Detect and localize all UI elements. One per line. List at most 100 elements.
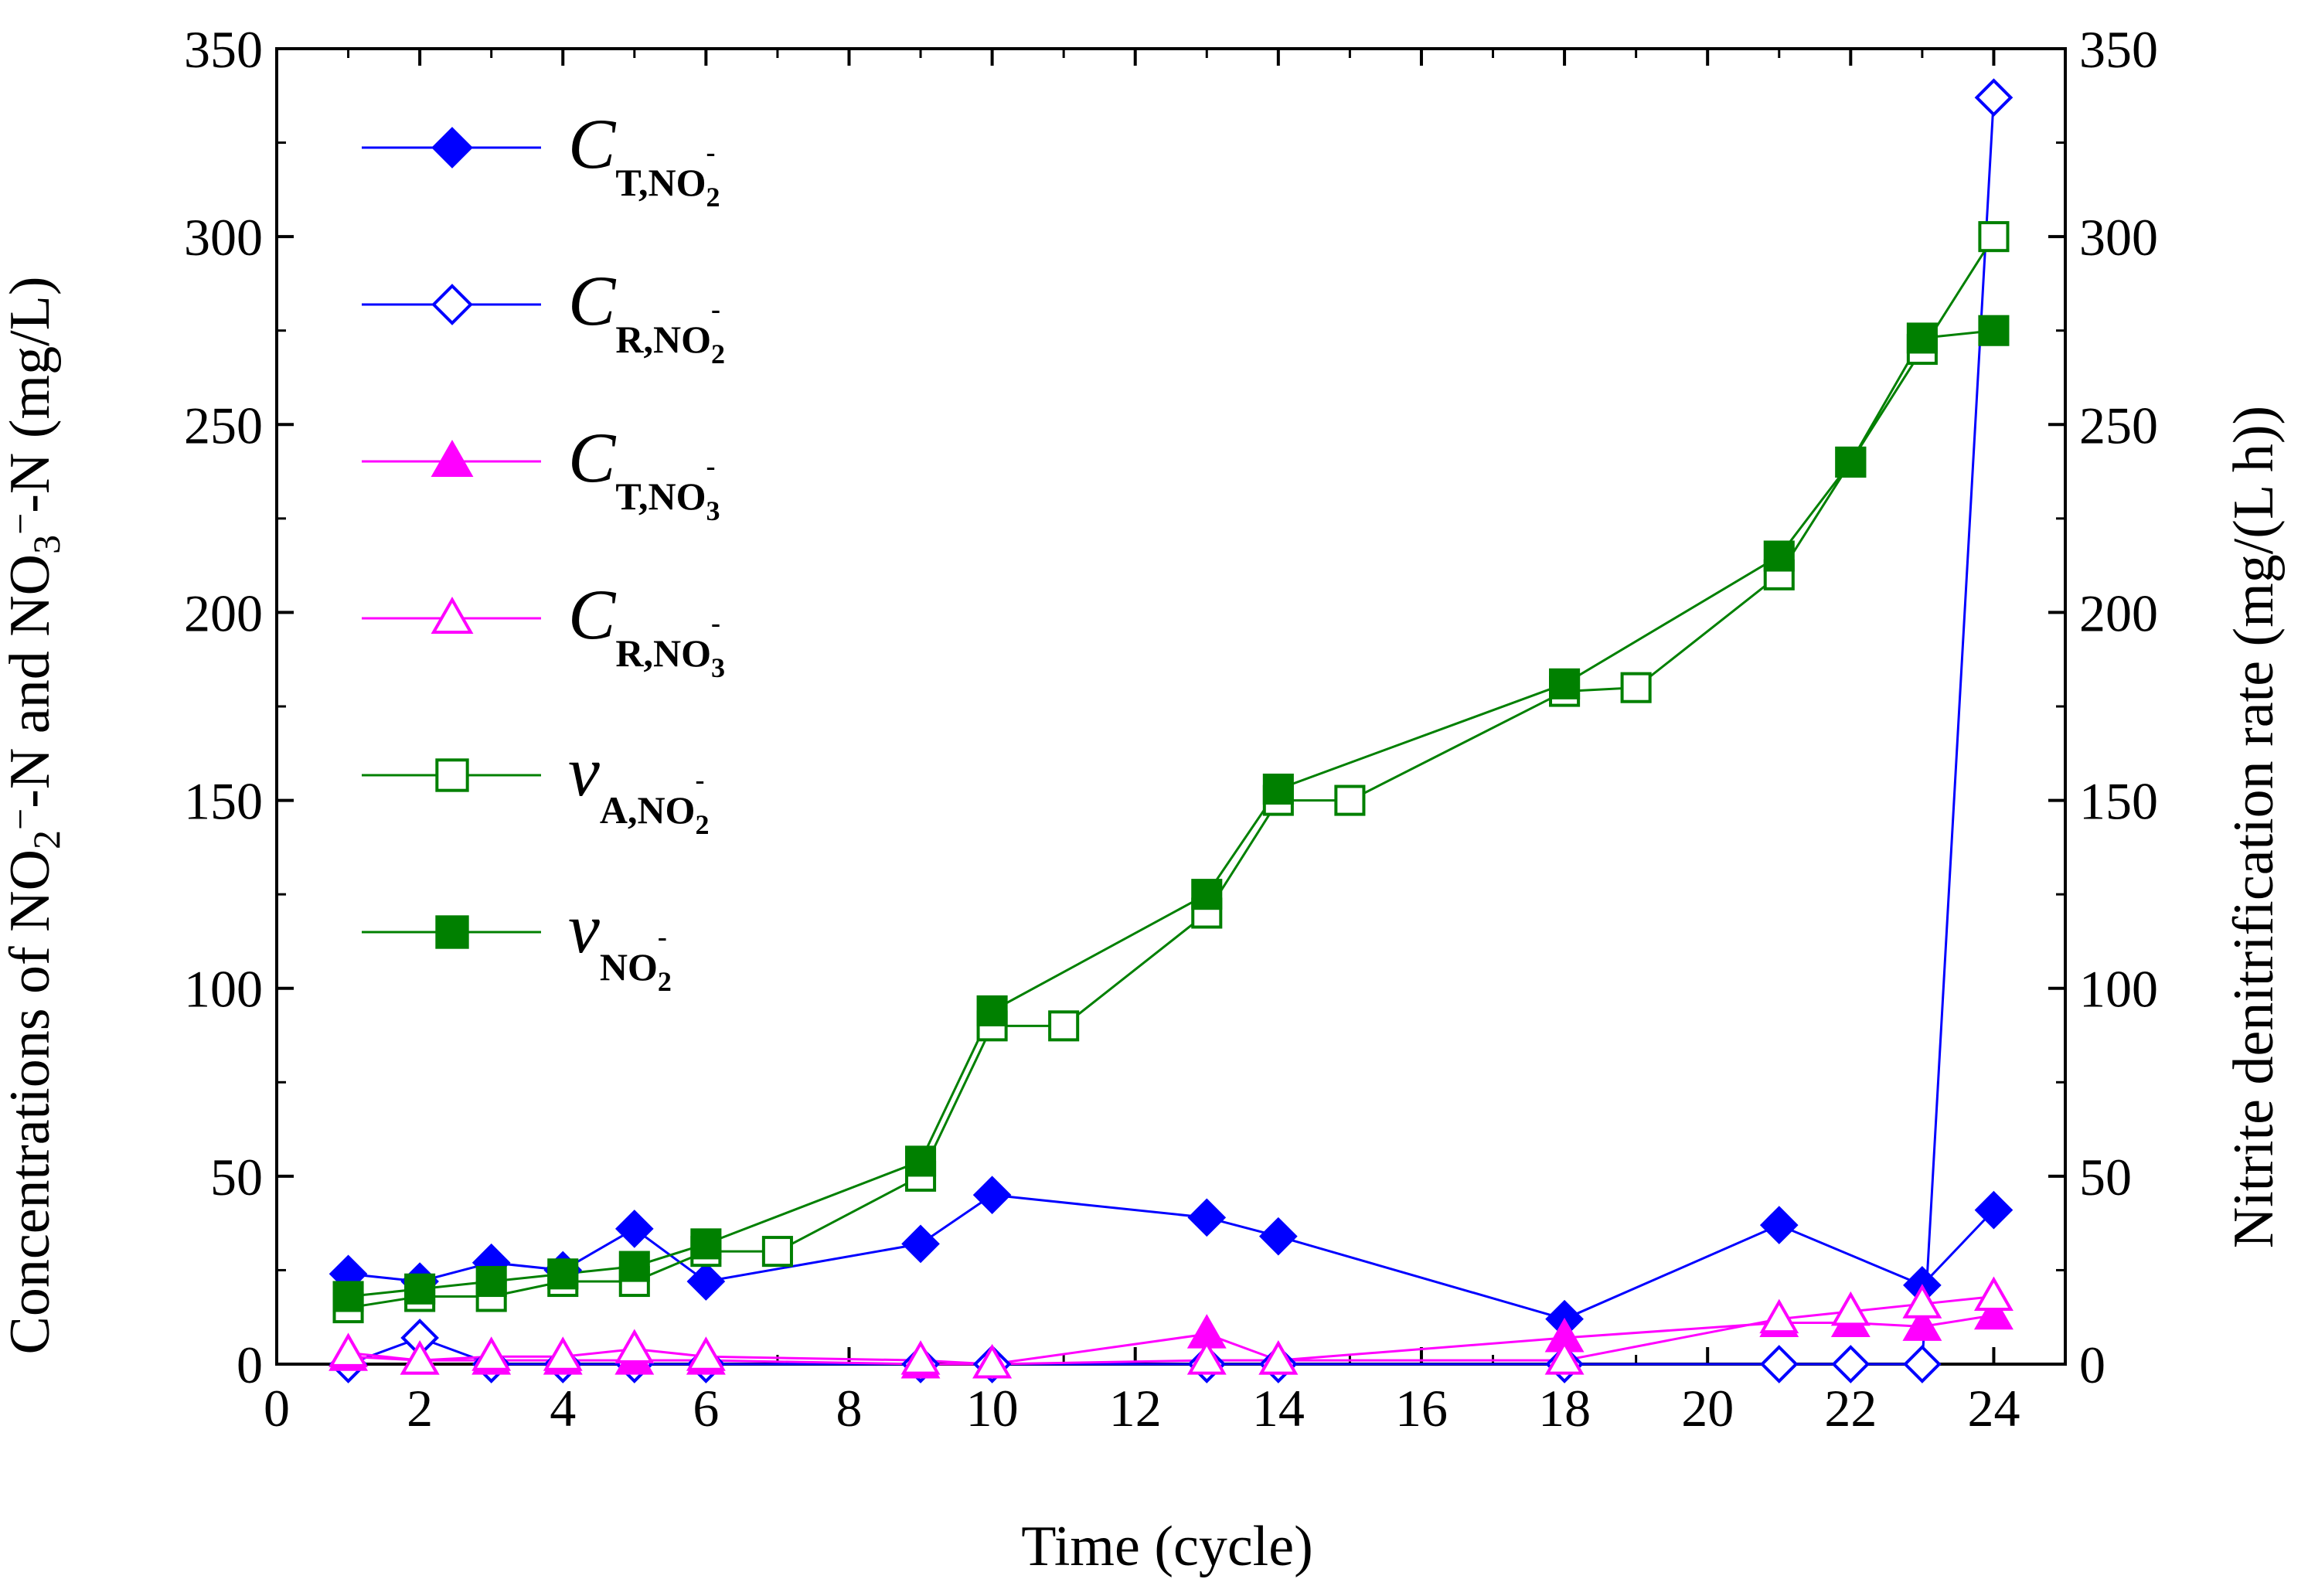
legend-marker	[435, 915, 469, 949]
point-v_NO2	[1835, 446, 1867, 478]
x-tick-label: 18	[1538, 1379, 1591, 1438]
y-right-tick-label: 150	[2079, 772, 2158, 831]
legend: CT,NO2- CR,NO2- CT,NO3- CR,NO3- vA,NO2- vNO2-	[362, 104, 725, 997]
point-CR_NO3	[1544, 1340, 1585, 1375]
point-CR_NO3	[1902, 1284, 1942, 1319]
x-tick-label: 16	[1395, 1379, 1448, 1438]
y-left-tick-label: 100	[184, 960, 263, 1019]
point-CT_NO2	[972, 1176, 1012, 1214]
point-CR_NO3	[1759, 1298, 1799, 1334]
y-left-tick-label: 150	[184, 772, 263, 831]
point-CR_NO2	[1974, 78, 2014, 117]
point-CR_NO3	[1186, 1340, 1227, 1375]
point-CR_NO3	[1258, 1340, 1299, 1375]
y-right-tick-label: 0	[2079, 1336, 2105, 1394]
point-v_NO2	[618, 1251, 650, 1282]
point-vA_NO2	[1048, 1010, 1080, 1042]
point-CR_NO3	[471, 1336, 512, 1371]
point-CT_NO2	[1187, 1198, 1227, 1237]
point-CT_NO2	[1974, 1190, 2014, 1230]
point-v_NO2	[1763, 540, 1795, 572]
x-axis-title: Time (cycle)	[1021, 1515, 1312, 1578]
legend-item-vA_NO2: vA,NO2-	[362, 732, 709, 840]
point-CR_NO2	[1903, 1345, 1942, 1383]
point-CR_NO3	[972, 1343, 1013, 1379]
point-CT_NO3	[1973, 1295, 2014, 1330]
point-CT_NO3	[1902, 1306, 1942, 1341]
y-right-axis-title: Nitrite denitrification rate (mg/(L h))	[2222, 406, 2286, 1248]
legend-marker	[435, 758, 469, 792]
series-line-CT_NO2	[348, 1193, 1995, 1321]
point-vA_NO2	[761, 1236, 793, 1268]
legend-marker	[431, 284, 473, 325]
x-tick-label: 10	[966, 1379, 1019, 1438]
y-left-axis-title: Concentrations of NO2−-N and NO3−-N (mg/…	[0, 277, 68, 1355]
x-tick-label: 4	[550, 1379, 576, 1438]
point-CR_NO3	[400, 1340, 440, 1375]
point-v_NO2	[332, 1281, 364, 1312]
y-right-tick-label: 250	[2079, 396, 2158, 454]
legend-label: CT,NO3-	[568, 418, 720, 526]
point-CR_NO3	[1830, 1291, 1871, 1326]
point-v_NO2	[475, 1265, 507, 1298]
point-v_NO2	[690, 1228, 722, 1260]
legend-label: CR,NO3-	[568, 575, 725, 683]
point-v_NO2	[1549, 668, 1581, 699]
x-tick-label: 2	[407, 1379, 433, 1438]
legend-label: CR,NO2-	[568, 261, 725, 369]
legend-label: vNO2-	[568, 889, 672, 997]
y-left-tick-label: 0	[237, 1336, 263, 1394]
x-tick-label: 12	[1109, 1379, 1162, 1438]
legend-label: CT,NO2-	[568, 104, 720, 213]
series-markers	[328, 78, 2014, 1383]
point-CR_NO3	[614, 1329, 655, 1364]
plot-border	[275, 47, 2067, 1366]
point-CT_NO2	[686, 1262, 726, 1301]
x-tick-label: 8	[836, 1379, 862, 1438]
point-v_NO2	[905, 1145, 937, 1177]
legend-item-v_NO2: vNO2-	[362, 889, 672, 997]
point-v_NO2	[1191, 879, 1223, 910]
y-left-tick-label: 300	[184, 208, 263, 267]
point-v_NO2	[1262, 773, 1294, 805]
point-CT_NO2	[901, 1224, 940, 1264]
point-CR_NO2	[1759, 1345, 1799, 1383]
legend-marker	[431, 127, 473, 168]
y-right-tick-label: 100	[2079, 960, 2158, 1019]
point-CT_NO2	[1759, 1206, 1799, 1244]
x-tick-label: 20	[1681, 1379, 1734, 1438]
x-tick-label: 22	[1824, 1379, 1877, 1438]
point-v_NO2	[1906, 322, 1938, 354]
point-CR_NO3	[900, 1340, 941, 1375]
y-left-tick-label: 200	[184, 584, 263, 642]
legend-item-CT_NO3: CT,NO3-	[362, 418, 720, 526]
y-left-tick-label: 50	[210, 1148, 263, 1206]
point-vA_NO2	[1620, 672, 1652, 703]
y-right-axis-ticks: 0 50 100 150 200 250 300 350	[2048, 20, 2158, 1394]
series-line-CT_NO3	[348, 1314, 1994, 1366]
legend-marker	[431, 439, 474, 477]
legend-marker	[431, 596, 474, 634]
point-vA_NO2	[1334, 784, 1366, 816]
x-tick-label: 14	[1252, 1379, 1305, 1438]
point-CT_NO2	[614, 1210, 654, 1248]
y-left-tick-label: 250	[184, 396, 263, 454]
x-tick-label: 6	[693, 1379, 719, 1438]
point-CR_NO3	[328, 1332, 369, 1367]
legend-item-CR_NO2: CR,NO2-	[362, 261, 725, 369]
plot-frame	[275, 47, 2067, 1366]
series-line-CR_NO3	[348, 1295, 1994, 1366]
point-vA_NO2	[1978, 221, 2010, 253]
point-CT_NO2	[1259, 1217, 1298, 1256]
legend-label: vA,NO2-	[568, 732, 709, 840]
x-tick-label: 0	[264, 1379, 290, 1438]
x-axis-ticks: 0 2 4 6 8 10 12 14 16 18 20 22 24	[264, 49, 2020, 1438]
point-v_NO2	[404, 1273, 436, 1305]
point-v_NO2	[547, 1258, 579, 1290]
y-left-tick-label: 350	[184, 20, 263, 79]
legend-item-CR_NO3: CR,NO3-	[362, 575, 725, 683]
point-CR_NO3	[686, 1336, 726, 1371]
y-right-tick-label: 300	[2079, 208, 2158, 267]
y-right-tick-label: 350	[2079, 20, 2158, 79]
